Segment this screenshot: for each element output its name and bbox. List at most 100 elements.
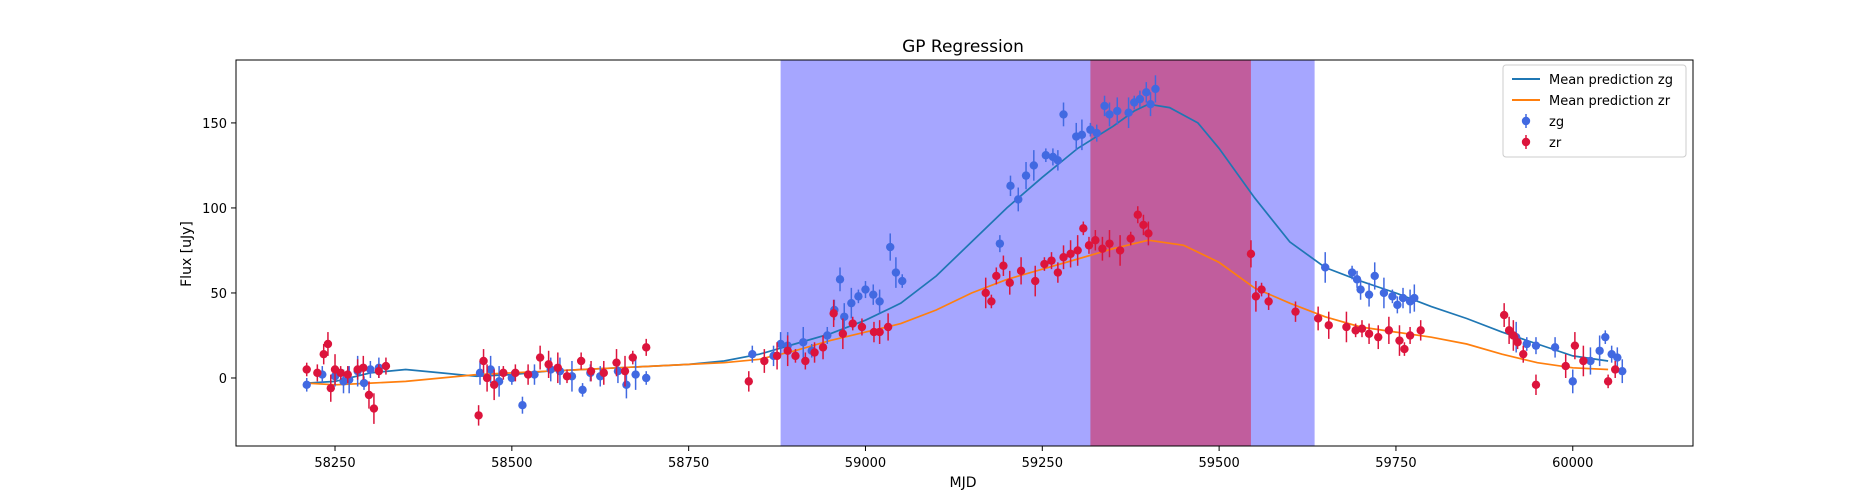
zr-point <box>829 309 838 318</box>
zr-point <box>1079 224 1088 233</box>
x-axis-label: MJD <box>950 475 977 491</box>
zr-point <box>818 343 828 352</box>
zg-point <box>1586 356 1595 366</box>
zr-point <box>1139 220 1148 230</box>
zr-point <box>848 319 857 328</box>
zr-point <box>1364 329 1374 338</box>
zr-point <box>1499 310 1509 320</box>
zg-point <box>518 400 527 410</box>
zr-point <box>1098 244 1107 253</box>
zr-point <box>1357 324 1367 333</box>
zr-point <box>999 261 1008 270</box>
zr-point <box>1115 246 1125 255</box>
zg-point <box>1550 343 1560 352</box>
legend-box <box>1502 64 1687 158</box>
zr-point <box>1509 331 1518 340</box>
zg-point <box>1151 84 1160 94</box>
zg-point <box>1379 288 1389 298</box>
y-axis-label: Flux [uJy] <box>179 221 195 287</box>
zg-point <box>1113 106 1122 116</box>
zr-point <box>1400 344 1409 354</box>
zr-point <box>620 366 630 376</box>
plot-area: 58250 58500 58750 59000 59250 59500 59750 60000… <box>202 59 1694 471</box>
zg-point <box>1142 88 1151 97</box>
plot-content <box>302 60 1627 446</box>
zg-point <box>799 338 808 347</box>
zr-point <box>1351 326 1360 335</box>
zg-point <box>823 331 832 340</box>
zr-point <box>1561 361 1570 371</box>
zr-point <box>553 363 563 372</box>
zr-point <box>336 368 345 378</box>
zr-point <box>499 368 508 378</box>
zr-point <box>364 390 374 400</box>
legend-label: Mean prediction zg <box>1549 73 1673 88</box>
zr-point <box>1016 266 1026 276</box>
legend-point-marker <box>1521 137 1531 147</box>
zg-point <box>886 242 895 252</box>
zr-point <box>1342 322 1351 332</box>
legend-label: zr <box>1549 136 1562 151</box>
zg-point <box>1398 293 1408 303</box>
zr-point <box>1531 380 1541 389</box>
zr-point <box>482 373 492 383</box>
zg-point <box>861 285 870 294</box>
zg-point <box>840 312 849 321</box>
zg-point <box>847 298 856 308</box>
zg-point <box>1388 292 1397 301</box>
zg-point <box>854 292 863 301</box>
zr-point <box>1519 349 1528 359</box>
zr-point <box>576 356 586 366</box>
zr-point <box>1264 297 1273 306</box>
zg-point <box>1613 353 1622 362</box>
zr-point <box>628 353 637 362</box>
zg-point <box>1077 130 1087 140</box>
zr-point <box>1031 276 1040 286</box>
zr-point <box>323 339 333 349</box>
zr-point <box>1374 332 1383 342</box>
x-tick-label: 59750 <box>1375 456 1416 471</box>
zr-point <box>1313 314 1323 323</box>
legend-label: Mean prediction zr <box>1549 94 1671 109</box>
zr-point <box>772 351 782 361</box>
zg-point <box>1124 108 1133 117</box>
x-tick-label: 59250 <box>1022 456 1063 471</box>
zr-point <box>1324 321 1333 330</box>
zr-point <box>857 322 867 332</box>
zr-point <box>369 404 379 413</box>
zg-point <box>475 368 485 378</box>
zr-point <box>544 360 553 369</box>
zg-point <box>1092 128 1101 138</box>
zr-point <box>987 297 996 306</box>
zr-point <box>1073 246 1082 255</box>
x-tick-label: 59000 <box>845 456 886 471</box>
zr-point <box>586 366 596 376</box>
zr-point <box>1257 285 1266 294</box>
zg-point <box>1021 171 1031 180</box>
zr-point <box>1066 249 1075 259</box>
y-tick-label: 0 <box>219 372 227 387</box>
zg-point <box>1618 366 1627 376</box>
zg-point <box>1522 339 1531 349</box>
zr-point <box>810 348 819 357</box>
zr-point <box>801 356 810 366</box>
zg-point <box>302 380 311 389</box>
x-tick-label: 58250 <box>314 456 355 471</box>
zg-point <box>622 380 631 389</box>
legend-entry-mean-zg: Mean prediction zg <box>1512 73 1673 88</box>
zg-point <box>1370 271 1379 281</box>
zr-point <box>313 368 322 378</box>
zg-point <box>1053 156 1063 165</box>
zr-point <box>535 353 545 362</box>
legend-point-marker <box>1521 116 1531 126</box>
legend: Mean prediction zg Mean prediction zr zg zr <box>1502 64 1687 158</box>
zg-point <box>1347 268 1357 277</box>
zr-point <box>1251 292 1261 301</box>
chart-title: GP Regression <box>902 37 1024 57</box>
zg-point <box>1595 346 1604 355</box>
legend-entry-zg: zg <box>1521 114 1564 130</box>
zg-point <box>1029 161 1039 170</box>
zr-point <box>875 327 884 337</box>
zr-point <box>1084 241 1094 250</box>
legend-entry-zr: zr <box>1521 135 1562 151</box>
